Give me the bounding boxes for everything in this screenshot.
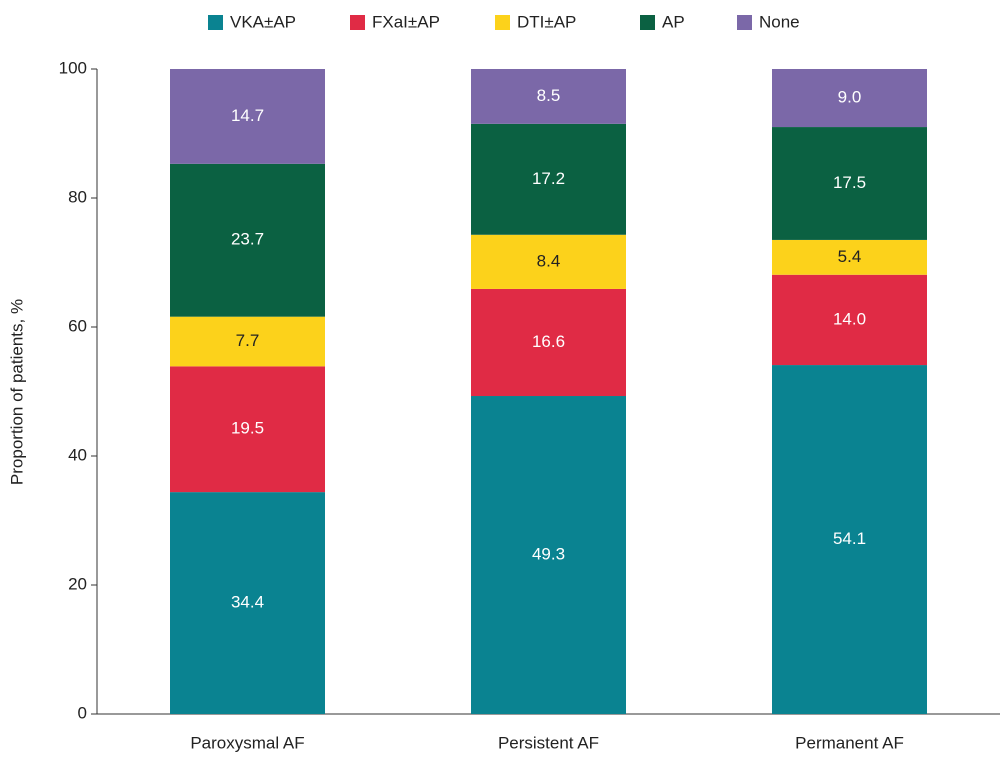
x-tick-label: Permanent AF <box>795 733 904 752</box>
legend-swatch <box>208 15 223 30</box>
y-tick-label: 60 <box>68 316 87 335</box>
y-tick-label: 40 <box>68 445 87 464</box>
legend-label: DTI±AP <box>517 12 576 31</box>
data-label: 8.4 <box>537 251 561 270</box>
legend-swatch <box>640 15 655 30</box>
legend-label: FXaI±AP <box>372 12 440 31</box>
data-label: 16.6 <box>532 332 565 351</box>
legend-label: VKA±AP <box>230 12 296 31</box>
data-label: 7.7 <box>236 331 260 350</box>
data-label: 17.2 <box>532 169 565 188</box>
bar-segment <box>471 288 626 397</box>
legend-label: None <box>759 12 800 31</box>
y-tick-label: 80 <box>68 187 87 206</box>
data-label: 23.7 <box>231 230 264 249</box>
bar-segment <box>170 366 325 493</box>
x-tick-label: Persistent AF <box>498 733 599 752</box>
y-tick-label: 20 <box>68 574 87 593</box>
data-label: 54.1 <box>833 529 866 548</box>
data-label: 9.0 <box>838 88 862 107</box>
bar-segment <box>471 123 626 235</box>
bar-segment <box>170 492 325 714</box>
bar-segment <box>772 274 927 366</box>
legend-swatch <box>737 15 752 30</box>
legend-label: AP <box>662 12 685 31</box>
bar-segment <box>170 163 325 317</box>
legend-swatch <box>495 15 510 30</box>
bar-segment <box>471 234 626 289</box>
data-label: 14.7 <box>231 106 264 125</box>
bar-segment <box>170 316 325 367</box>
bar-segment <box>772 365 927 714</box>
data-label: 34.4 <box>231 593 264 612</box>
bar-segment <box>772 239 927 275</box>
data-label: 5.4 <box>838 247 862 266</box>
y-tick-label: 100 <box>59 58 87 77</box>
data-label: 8.5 <box>537 86 561 105</box>
bar-segment <box>471 69 626 124</box>
data-label: 14.0 <box>833 309 866 328</box>
legend-swatch <box>350 15 365 30</box>
data-label: 49.3 <box>532 544 565 563</box>
bar-segment <box>772 127 927 240</box>
bar-segment <box>471 396 626 714</box>
data-label: 17.5 <box>833 173 866 192</box>
y-tick-label: 0 <box>78 703 87 722</box>
bar-segment <box>772 69 927 128</box>
x-tick-label: Paroxysmal AF <box>190 733 304 752</box>
data-label: 19.5 <box>231 419 264 438</box>
bar-segment <box>170 69 325 164</box>
y-axis-label: Proportion of patients, % <box>7 299 26 485</box>
